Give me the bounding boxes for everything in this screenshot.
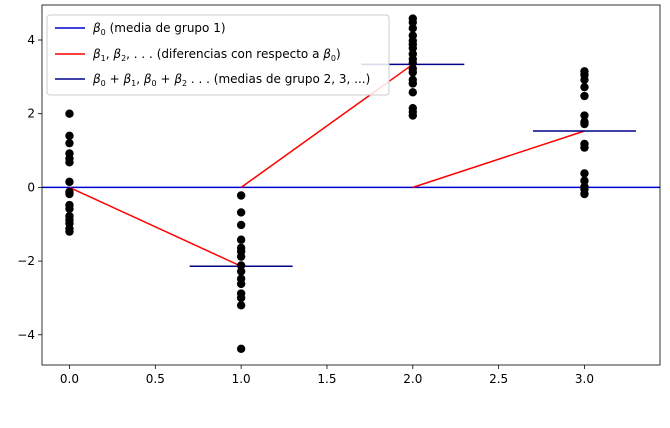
- data-point-group-2-17: [408, 111, 417, 120]
- data-point-group-0-5: [65, 158, 74, 167]
- data-point-group-1-7: [236, 261, 246, 270]
- data-point-group-1-3: [236, 235, 246, 244]
- data-point-group-1-12: [236, 293, 246, 303]
- data-point-group-0-10: [65, 204, 74, 213]
- data-point-group-3-2: [580, 75, 589, 85]
- x-tick-label: 1.0: [232, 372, 251, 386]
- difference-segment-1: [69, 186, 242, 267]
- point-layer: [65, 14, 589, 353]
- data-point-group-3-7: [580, 119, 589, 129]
- data-point-group-3-5: [580, 111, 589, 120]
- x-tick-label: 0.0: [60, 372, 79, 386]
- x-tick-label: 2.5: [489, 372, 508, 386]
- y-tick-label: 0: [27, 180, 35, 194]
- data-point-group-3-9: [580, 143, 589, 152]
- data-point-group-3-11: [580, 176, 589, 185]
- y-tick-label: 4: [27, 33, 35, 47]
- data-point-group-0-6: [65, 177, 74, 187]
- data-point-group-1-2: [236, 220, 246, 230]
- plot-frame: [41, 4, 661, 366]
- x-tick-label: 3.0: [575, 372, 594, 386]
- data-point-group-2-6: [408, 43, 417, 53]
- data-point-group-1-8: [236, 267, 246, 276]
- data-point-group-1-14: [236, 344, 246, 353]
- data-point-group-0-0: [65, 109, 74, 118]
- data-point-group-1-0: [236, 191, 246, 200]
- data-point-group-2-11: [408, 68, 417, 77]
- x-tick-label: 2.0: [403, 372, 422, 386]
- y-tick-label: −2: [17, 254, 35, 268]
- data-point-group-1-1: [236, 208, 246, 217]
- data-point-group-2-13: [408, 79, 417, 88]
- x-axis: 0.0 0.5 1.0 1.5 2.0 2.5 3.0: [60, 365, 594, 386]
- data-point-group-2-9: [408, 58, 417, 68]
- data-point-group-1-13: [236, 301, 246, 310]
- difference-segment-3: [412, 130, 585, 189]
- data-point-group-2-1: [408, 18, 417, 27]
- data-point-group-3-10: [580, 169, 589, 178]
- y-tick-label: −4: [17, 328, 35, 342]
- legend-label-beta0: β0 (media de grupo 1): [92, 21, 226, 37]
- legend-box: [46, 14, 390, 96]
- x-tick-label: 0.5: [146, 372, 165, 386]
- y-axis: −4 −2 0 2 4: [17, 33, 42, 342]
- data-point-group-1-6: [236, 252, 246, 261]
- legend-label-group-means: β0 + β1, β0 + β2 . . . (medias de grupo …: [92, 72, 370, 88]
- data-point-group-2-14: [408, 88, 417, 97]
- y-tick-label: 2: [27, 107, 35, 121]
- data-point-group-0-8: [65, 189, 74, 199]
- x-tick-label: 1.5: [317, 372, 336, 386]
- data-point-group-0-2: [65, 138, 74, 148]
- data-point-group-3-4: [580, 91, 589, 101]
- data-point-group-0-1: [65, 131, 74, 141]
- data-point-group-3-14: [580, 189, 589, 199]
- legend-label-differences: β1, β2, . . . (diferencias con respecto …: [92, 47, 341, 63]
- data-point-group-1-10: [236, 279, 246, 289]
- data-point-group-2-2: [408, 24, 417, 33]
- data-point-group-0-15: [65, 227, 74, 236]
- data-point-group-3-3: [580, 82, 589, 92]
- legend: β0 (media de grupo 1) β1, β2, . . . (dif…: [46, 14, 390, 96]
- line-layer: [42, 63, 660, 267]
